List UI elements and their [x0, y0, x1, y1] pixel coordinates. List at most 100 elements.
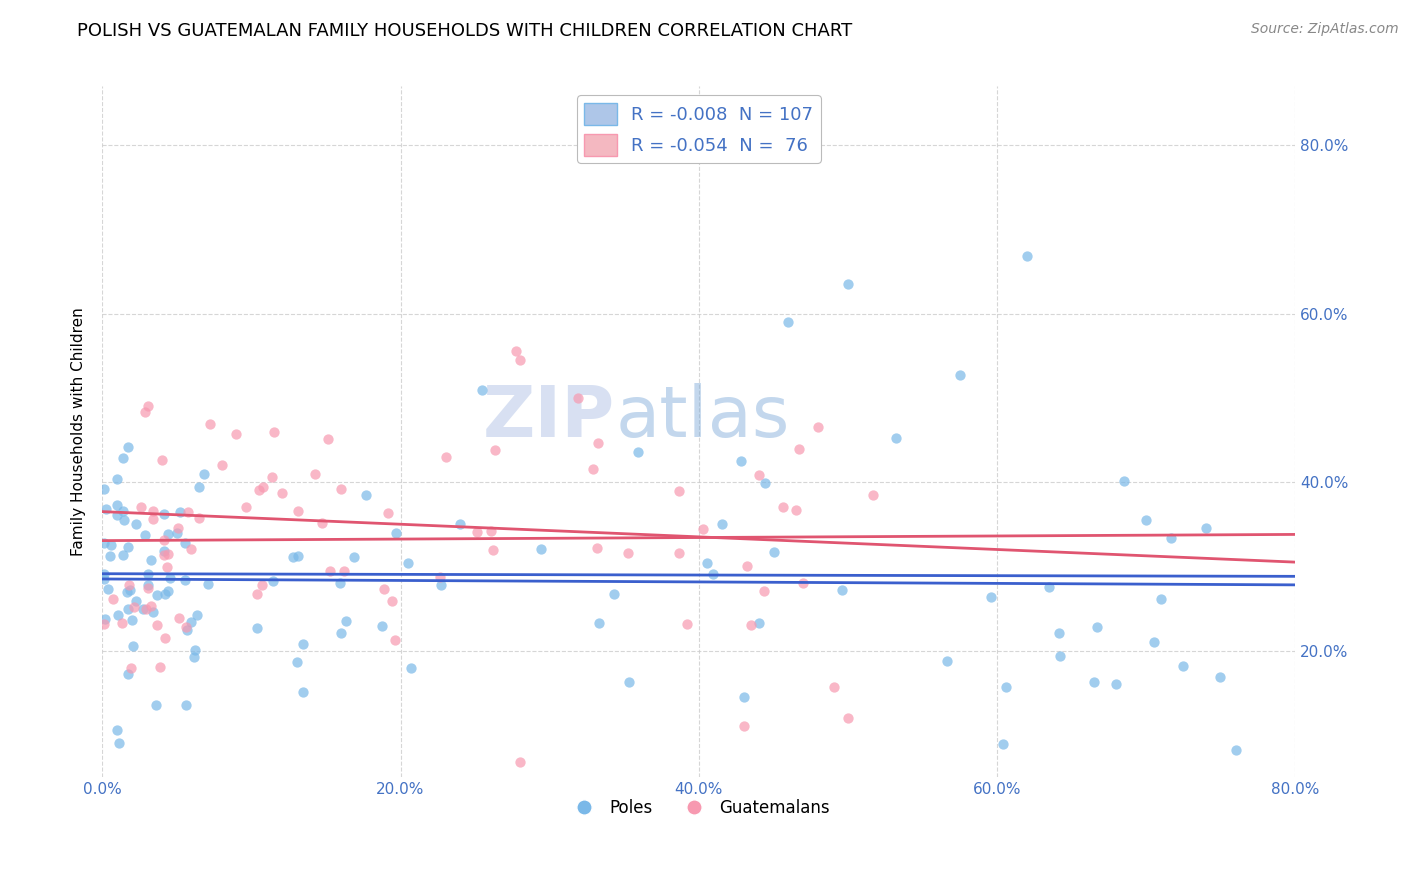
Point	[778, 315, 800, 329]
Point	[159, 571, 181, 585]
Point	[586, 435, 609, 450]
Point	[1049, 649, 1071, 664]
Point	[180, 615, 202, 629]
Point	[93, 483, 115, 497]
Point	[180, 542, 202, 557]
Point	[384, 632, 406, 647]
Point	[617, 675, 640, 690]
Point	[176, 624, 198, 638]
Legend: Poles, Guatemalans: Poles, Guatemalans	[561, 792, 837, 824]
Point	[1105, 676, 1128, 690]
Point	[156, 583, 179, 598]
Point	[1015, 250, 1038, 264]
Point	[235, 500, 257, 514]
Point	[401, 661, 423, 675]
Point	[1150, 592, 1173, 607]
Point	[139, 553, 162, 567]
Text: atlas: atlas	[616, 384, 790, 452]
Point	[117, 667, 139, 681]
Point	[246, 621, 269, 635]
Point	[121, 614, 143, 628]
Point	[129, 500, 152, 515]
Point	[142, 504, 165, 518]
Point	[396, 556, 419, 570]
Point	[97, 582, 120, 596]
Point	[603, 587, 626, 601]
Point	[285, 655, 308, 669]
Point	[343, 550, 366, 565]
Point	[730, 454, 752, 468]
Point	[135, 602, 157, 616]
Point	[333, 564, 356, 578]
Point	[183, 650, 205, 665]
Point	[471, 384, 494, 398]
Point	[138, 567, 160, 582]
Point	[198, 417, 221, 431]
Point	[111, 451, 134, 466]
Point	[1038, 580, 1060, 594]
Point	[335, 614, 357, 628]
Point	[166, 525, 188, 540]
Point	[1225, 743, 1247, 757]
Point	[381, 594, 404, 608]
Point	[117, 440, 139, 454]
Point	[692, 522, 714, 536]
Point	[752, 584, 775, 599]
Point	[385, 526, 408, 541]
Point	[356, 488, 378, 502]
Point	[197, 576, 219, 591]
Point	[1047, 626, 1070, 640]
Point	[465, 524, 488, 539]
Point	[509, 353, 531, 368]
Point	[884, 431, 907, 445]
Point	[149, 660, 172, 674]
Point	[107, 608, 129, 623]
Point	[748, 468, 770, 483]
Point	[627, 445, 650, 459]
Point	[262, 574, 284, 588]
Point	[787, 442, 810, 456]
Point	[117, 540, 139, 554]
Point	[145, 618, 167, 632]
Point	[124, 594, 146, 608]
Point	[792, 575, 814, 590]
Point	[105, 472, 128, 486]
Point	[936, 653, 959, 667]
Point	[142, 512, 165, 526]
Point	[142, 605, 165, 619]
Point	[94, 501, 117, 516]
Point	[193, 467, 215, 481]
Point	[93, 566, 115, 581]
Point	[837, 711, 859, 725]
Point	[112, 513, 135, 527]
Y-axis label: Family Households with Children: Family Households with Children	[72, 307, 86, 556]
Point	[132, 601, 155, 615]
Point	[167, 521, 190, 535]
Point	[117, 602, 139, 616]
Point	[188, 511, 211, 525]
Point	[145, 588, 167, 602]
Point	[748, 616, 770, 631]
Point	[94, 612, 117, 626]
Point	[111, 615, 134, 630]
Point	[373, 582, 395, 596]
Point	[93, 572, 115, 586]
Point	[174, 620, 197, 634]
Point	[111, 548, 134, 562]
Point	[772, 500, 794, 514]
Point	[311, 516, 333, 530]
Text: Source: ZipAtlas.com: Source: ZipAtlas.com	[1251, 22, 1399, 37]
Point	[330, 482, 353, 496]
Point	[481, 543, 503, 558]
Point	[668, 546, 690, 560]
Point	[291, 637, 314, 651]
Point	[138, 581, 160, 595]
Point	[252, 480, 274, 494]
Point	[153, 631, 176, 645]
Point	[371, 618, 394, 632]
Point	[479, 524, 502, 538]
Point	[1135, 513, 1157, 527]
Point	[807, 420, 830, 434]
Point	[155, 587, 177, 601]
Point	[287, 503, 309, 517]
